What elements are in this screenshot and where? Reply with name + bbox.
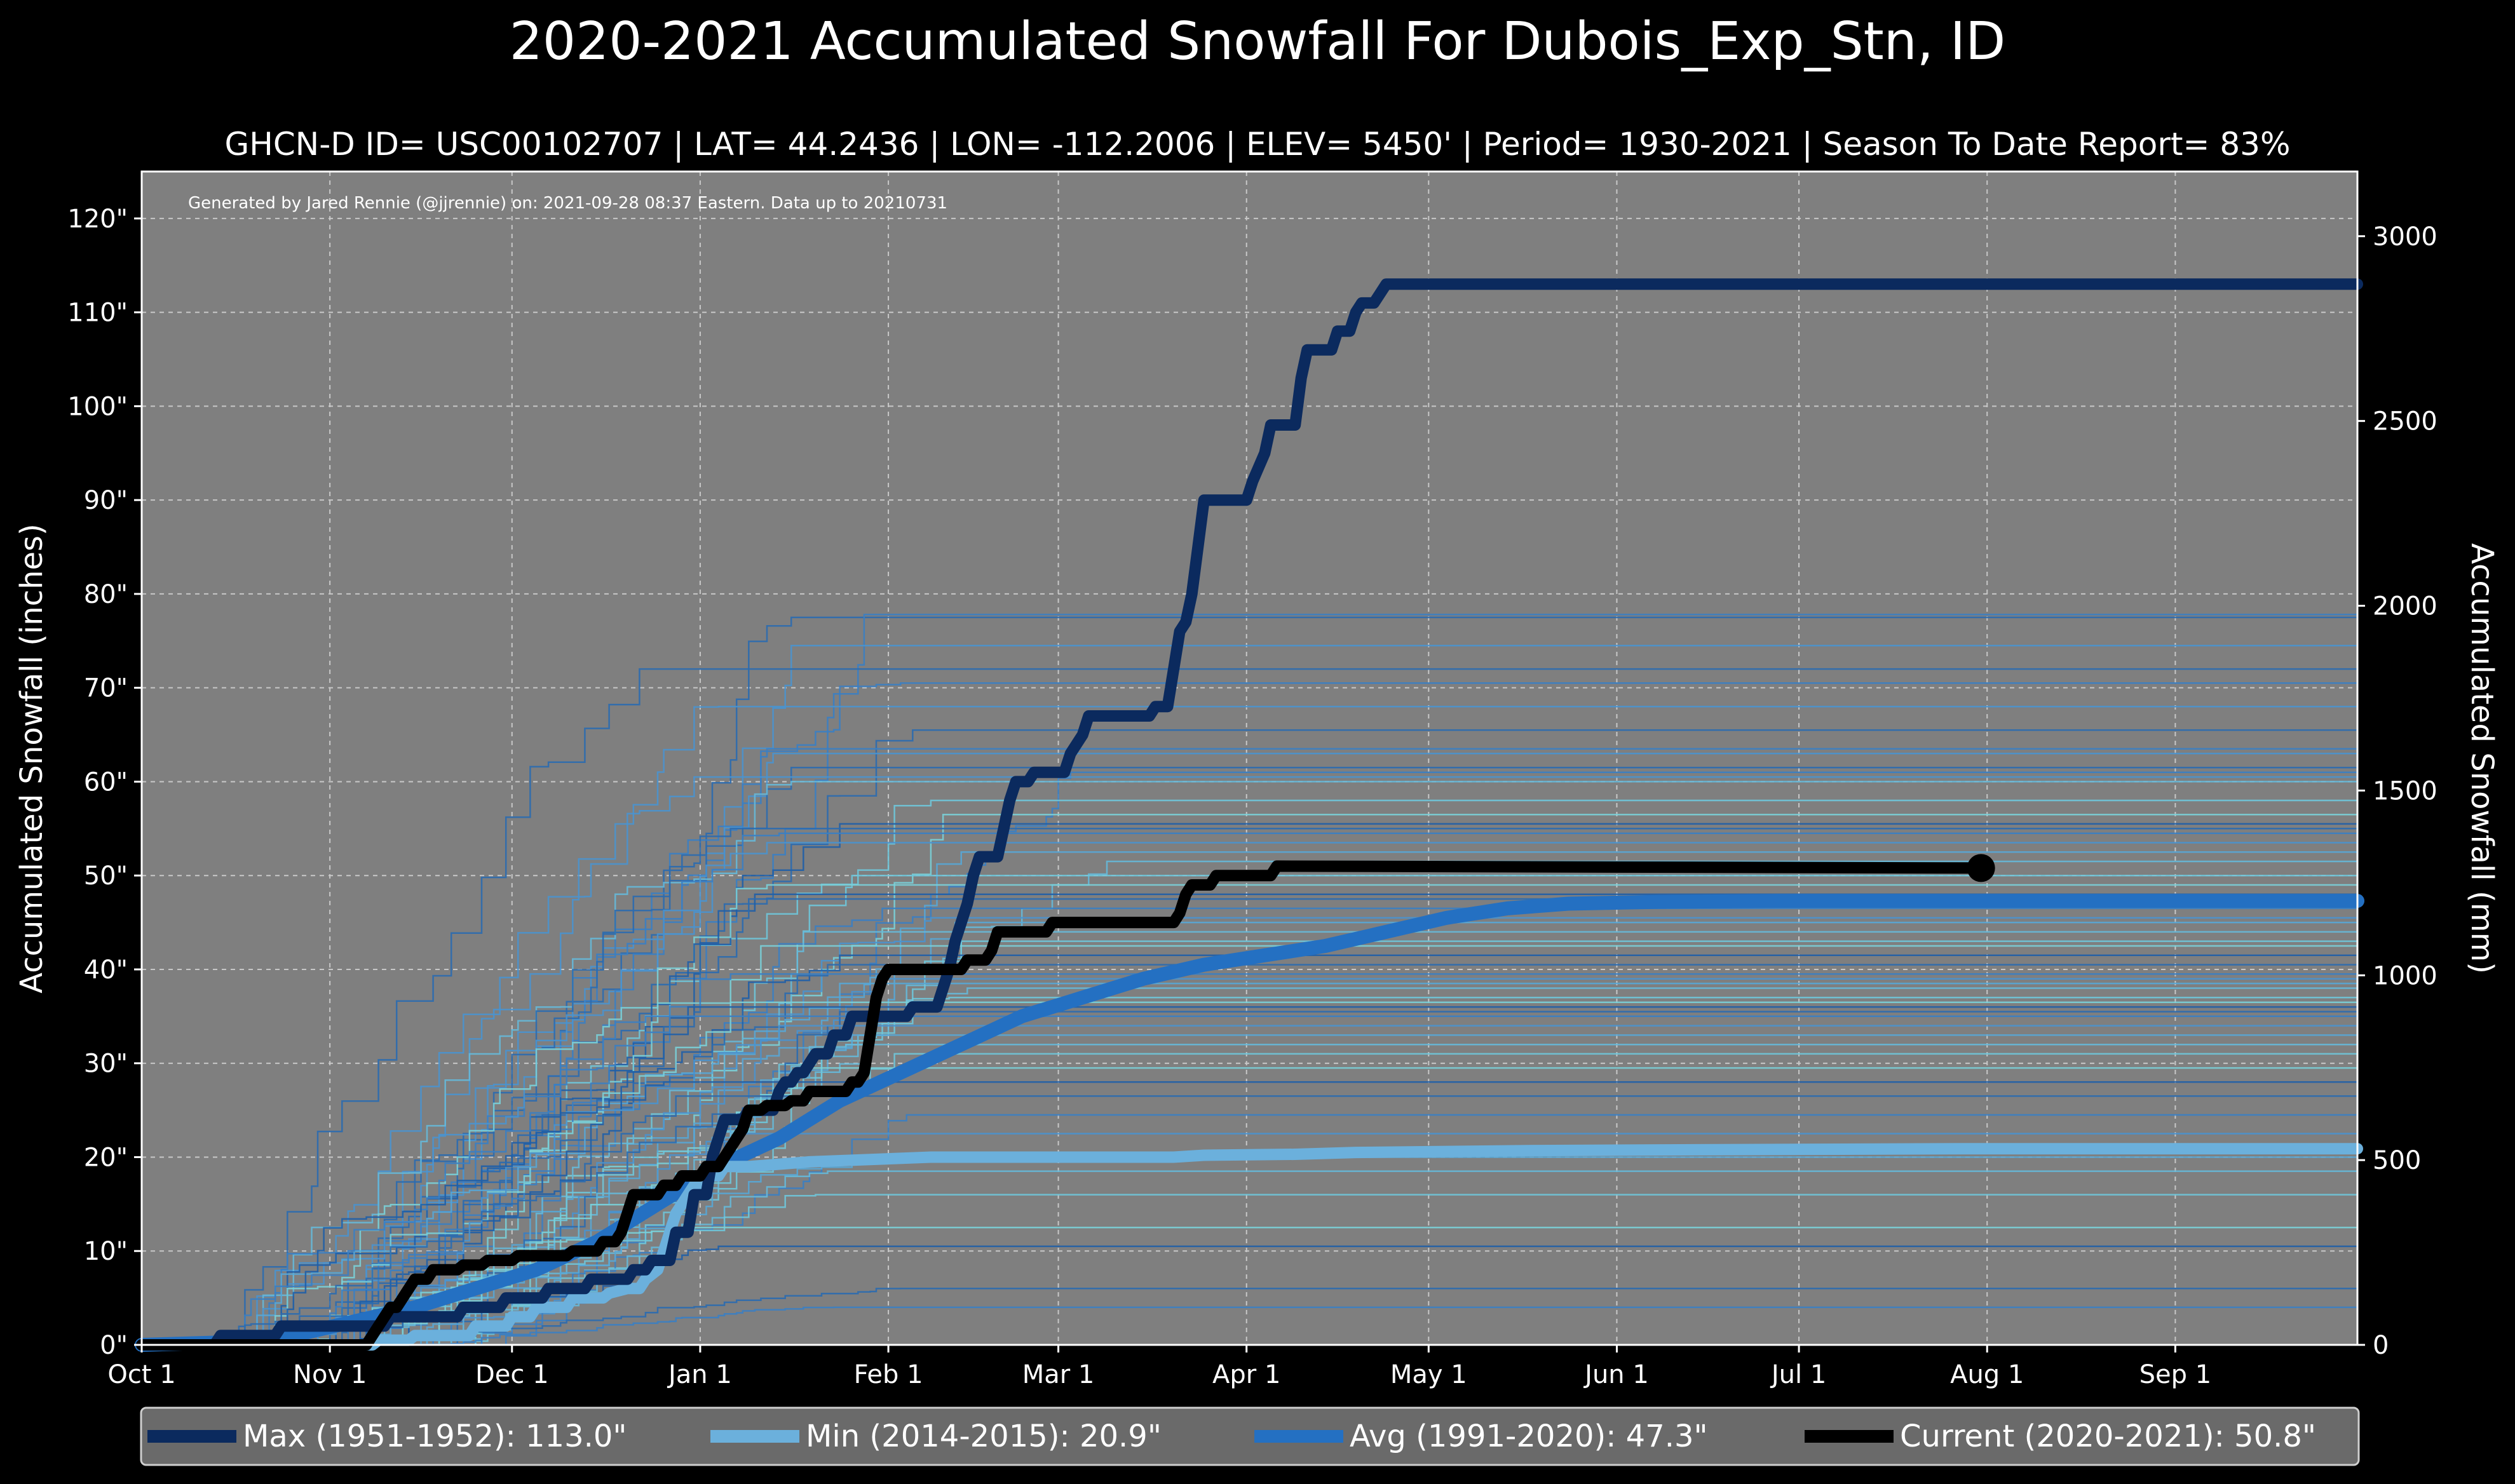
historical-season-line: [142, 705, 2357, 1346]
historical-season-line: [142, 893, 2357, 1346]
historical-season-line: [142, 940, 2357, 1346]
y-tick-label: 30": [84, 1049, 128, 1079]
y-tick-label: 70": [84, 674, 128, 703]
plot-area: [140, 170, 2359, 1346]
x-tick-label: May 1: [1390, 1360, 1467, 1389]
historical-season-line: [142, 752, 2357, 1346]
series-line-max: [136, 278, 2363, 1351]
y-tick-label: 20": [84, 1143, 128, 1172]
current-endpoint-marker: [1967, 854, 1995, 882]
historical-season-line: [142, 729, 2357, 1346]
legend-swatch: [1805, 1430, 1894, 1443]
series-line-min: [136, 1143, 2363, 1351]
y-tick-label: 80": [84, 580, 128, 609]
x-tick-label: Feb 1: [854, 1360, 923, 1389]
y-tick-label: 120": [67, 205, 128, 234]
historical-season-line: [142, 982, 2357, 1346]
historical-season-line: [142, 898, 2357, 1346]
y2-tick-label: 1500: [2373, 776, 2437, 806]
y2-axis-label: Accumulated Snowfall (mm): [2464, 543, 2500, 974]
historical-season-line: [142, 823, 2357, 1346]
x-tick-label: Apr 1: [1212, 1360, 1280, 1389]
y-tick-label: 0": [100, 1331, 128, 1360]
historical-season-line: [142, 1306, 2357, 1346]
historical-season-line: [142, 954, 2357, 1346]
x-tick-label: Aug 1: [1950, 1360, 2024, 1389]
y2-tick-label: 2500: [2373, 407, 2437, 436]
credit-text: Generated by Jared Rennie (@jjrennie) on…: [188, 194, 947, 213]
series-line-avg: [135, 894, 2364, 1352]
historical-season-line: [142, 1095, 2357, 1346]
y-tick-label: 50": [84, 861, 128, 891]
historical-season-line: [142, 771, 2357, 1346]
series-lines: [135, 278, 2364, 1352]
y-tick-label: 100": [67, 392, 128, 421]
historical-season-line: [142, 668, 2357, 1346]
x-tick-label: Jun 1: [1583, 1360, 1649, 1389]
legend: Max (1951-1952): 113.0" Min (2014-2015): …: [140, 1406, 2360, 1466]
legend-label: Current (2020-2021): 50.8": [1900, 1419, 2316, 1454]
y-axis-right: 0 500 1000 1500 2000 2500 3000: [2357, 222, 2437, 1360]
y2-tick-label: 1000: [2373, 961, 2437, 990]
chart-title: 2020-2021 Accumulated Snowfall For Duboi…: [509, 11, 2006, 72]
y2-tick-label: 0: [2373, 1331, 2389, 1360]
x-tick-label: Oct 1: [107, 1360, 175, 1389]
legend-swatch: [147, 1430, 236, 1443]
historical-season-line: [142, 644, 2357, 1346]
historical-season-line: [142, 964, 2357, 1346]
legend-label: Avg (1991-2020): 47.3": [1350, 1419, 1708, 1454]
x-tick-label: Jan 1: [667, 1360, 732, 1389]
historical-season-line: [142, 1001, 2357, 1346]
historical-season-line: [142, 907, 2357, 1346]
legend-box: [140, 1406, 2360, 1466]
y-tick-label: 90": [84, 486, 128, 515]
x-tick-label: Mar 1: [1022, 1360, 1095, 1389]
historical-season-line: [142, 828, 2357, 1346]
historical-season-line: [142, 776, 2357, 1346]
series-line-current: [136, 860, 1987, 1351]
legend-swatch: [710, 1430, 799, 1443]
y-axis-label: Accumulated Snowfall (inches): [14, 523, 50, 994]
y-tick-label: 10": [84, 1237, 128, 1266]
x-tick-label: Nov 1: [293, 1360, 367, 1389]
historical-season-line: [142, 1006, 2357, 1346]
y2-tick-label: 3000: [2373, 222, 2437, 252]
y-tick-label: 60": [84, 767, 128, 797]
x-tick-label: Sep 1: [2139, 1360, 2212, 1389]
x-tick-label: Dec 1: [475, 1360, 549, 1389]
y-tick-label: 110": [67, 299, 128, 328]
historical-season-line: [142, 1081, 2357, 1346]
legend-swatch: [1254, 1430, 1343, 1443]
y-axis-left: 0" 10" 20" 30" 40" 50" 60" 70" 80" 90" 100" 110" 120…: [67, 205, 142, 1360]
y2-tick-label: 500: [2373, 1146, 2421, 1175]
legend-label: Max (1951-1952): 113.0": [243, 1419, 627, 1454]
x-tick-label: Jul 1: [1770, 1360, 1826, 1389]
historical-season-line: [142, 682, 2357, 1346]
y-tick-label: 40": [84, 955, 128, 985]
y2-tick-label: 2000: [2373, 592, 2437, 621]
chart-subtitle: GHCN-D ID= USC00102707 | LAT= 44.2436 | …: [224, 126, 2291, 163]
legend-label: Min (2014-2015): 20.9": [806, 1419, 1162, 1454]
x-axis: Oct 1 Nov 1 Dec 1 Jan 1 Feb 1 Mar 1 Apr 1 May 1…: [107, 1345, 2211, 1389]
historical-season-line: [142, 842, 2357, 1346]
plot-frame: [140, 170, 2359, 1346]
historical-season-line: [142, 1015, 2357, 1346]
